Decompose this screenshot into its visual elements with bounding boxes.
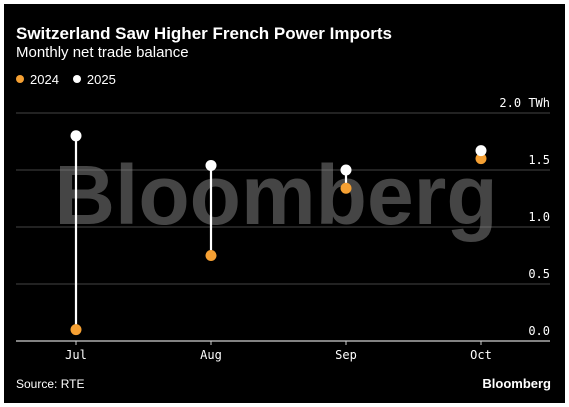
chart-title: Switzerland Saw Higher French Power Impo…: [16, 24, 392, 43]
point-2025-aug: [205, 159, 217, 171]
chart-card: Switzerland Saw Higher French Power Impo…: [4, 4, 565, 403]
x-tick-label-jul: Jul: [65, 348, 87, 362]
y-axis-ticks: 0.0 0.5 1.0 1.5 2.0 TWh: [499, 96, 550, 338]
y-tick-label-0: 0.0: [528, 324, 550, 338]
point-2024-sep: [340, 182, 352, 194]
x-tick-label-oct: Oct: [470, 348, 492, 362]
point-2025-oct: [475, 145, 487, 157]
y-tick-label-3: 1.5: [528, 153, 550, 167]
point-2025-jul: [70, 130, 82, 142]
x-axis-ticks: Jul Aug Sep Oct: [65, 341, 492, 362]
legend-item-2024: 2024: [16, 72, 59, 87]
legend-label-2025: 2025: [86, 71, 116, 87]
grid-lines: [16, 112, 550, 342]
legend-swatch-2025: [72, 75, 81, 83]
data-points: [70, 130, 487, 336]
point-2024-oct: [475, 153, 487, 165]
point-2024-jul: [70, 324, 82, 336]
x-tick-label-sep: Sep: [335, 348, 357, 362]
legend-swatch-2024: [16, 75, 24, 83]
legend: 2024 2025: [16, 70, 130, 88]
brand-logo: Bloomberg: [482, 376, 551, 391]
point-2025-sep: [340, 164, 352, 176]
dot-plot-chart: Bloomberg 0.0 0.5 1.0 1.5 2.0 TWh Jul Aug Sep O…: [16, 96, 550, 362]
y-tick-label-4: 2.0 TWh: [499, 96, 550, 110]
legend-item-2025: 2025: [72, 71, 116, 87]
chart-subtitle: Monthly net trade balance: [16, 44, 189, 61]
bloomberg-watermark: Bloomberg: [54, 148, 497, 242]
legend-label-2024: 2024: [30, 71, 59, 87]
y-tick-label-2: 1.0: [528, 210, 550, 224]
point-2024-aug: [205, 250, 217, 261]
x-tick-label-aug: Aug: [200, 348, 222, 362]
y-tick-label-1: 0.5: [528, 267, 550, 281]
source-note: Source: RTE: [16, 377, 85, 391]
